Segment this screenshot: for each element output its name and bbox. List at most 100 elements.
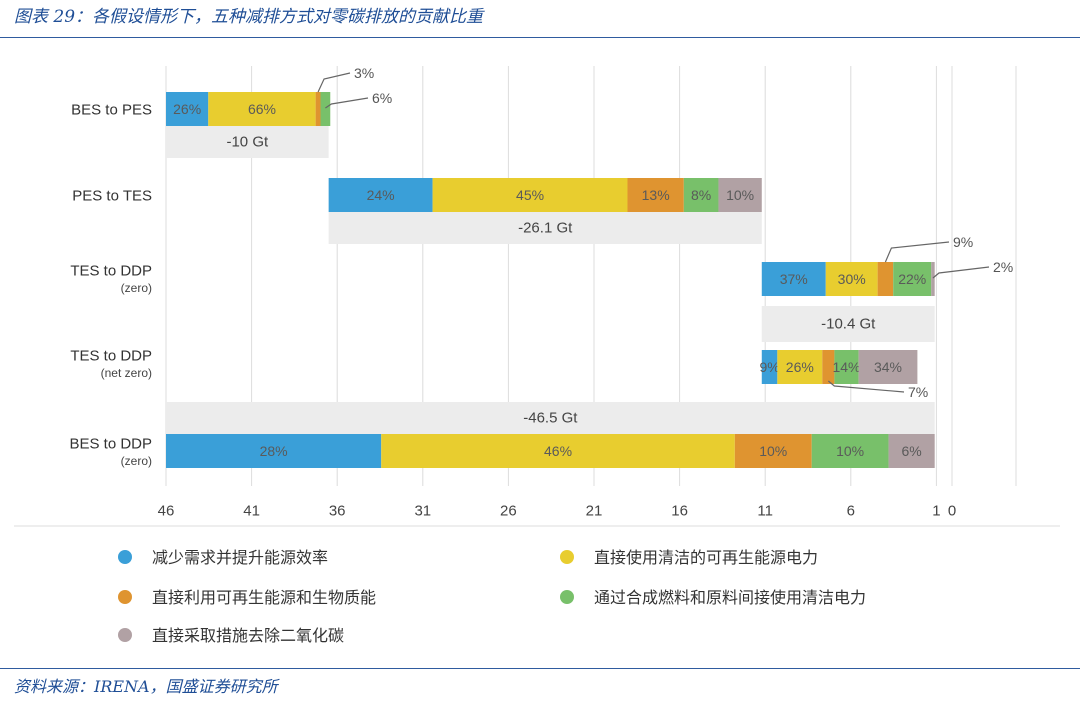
source-rule (0, 668, 1080, 669)
bar-segment-renewable (825, 262, 878, 296)
segment-label: 9% (759, 359, 779, 375)
x-tick-label: 6 (847, 503, 855, 520)
row-label: TES to DDP (70, 348, 152, 365)
bar-segment-renewable (208, 92, 316, 126)
waterfall-chart: 46 41 36 31 26 21 16 11 6 1 0 -10 Gt 26% 66% 3% 6% BES t… (14, 40, 1060, 527)
segment-label: 34% (874, 359, 902, 375)
title-rule (0, 37, 1080, 38)
chart-legend: 减少需求并提升能源效率 直接使用清洁的可再生能源电力 直接利用可再生能源和生物质… (118, 542, 1018, 662)
segment-label: 26% (786, 359, 814, 375)
callout-leader (884, 241, 950, 263)
legend-item-synthetic: 通过合成燃料和原料间接使用清洁电力 (560, 586, 866, 610)
callout-leader (317, 72, 351, 93)
x-tick-label: 26 (500, 503, 517, 520)
segment-label: 14% (832, 359, 860, 375)
segment-label: 45% (516, 187, 544, 203)
x-tick-label: 31 (414, 503, 431, 520)
row-sublabel: (zero) (121, 281, 152, 295)
total-label: -10.4 Gt (821, 316, 876, 333)
total-label: -46.5 Gt (523, 410, 578, 427)
bar-segment-renewable (777, 350, 823, 384)
legend-swatch-synthetic (560, 589, 574, 604)
legend-label: 通过合成燃料和原料间接使用清洁电力 (594, 588, 867, 607)
x-tick-label: 21 (586, 503, 603, 520)
segment-label: 66% (248, 101, 276, 117)
segment-label: 28% (260, 443, 288, 459)
segment-label: 13% (642, 187, 670, 203)
bar-segment-biomass (315, 92, 321, 126)
legend-item-renewable: 直接使用清洁的可再生能源电力 (560, 546, 818, 570)
legend-label: 直接利用可再生能源和生物质能 (152, 588, 377, 607)
segment-label: 10% (726, 187, 754, 203)
callout-leader (932, 266, 990, 279)
bar-segment-ccs (858, 350, 918, 384)
segment-label: 10% (759, 443, 787, 459)
x-tick-label: 16 (671, 503, 688, 520)
bar-segment-synthetic (811, 434, 889, 468)
segment-label: 24% (367, 187, 395, 203)
bar-segment-biomass (877, 262, 894, 296)
x-tick-label: 0 (948, 503, 956, 520)
segment-label: 6% (902, 443, 922, 459)
callout-label: 7% (908, 384, 928, 400)
total-label: -10 Gt (226, 134, 269, 151)
callout-label: 3% (354, 65, 374, 81)
total-band (166, 402, 935, 434)
total-label: -26.1 Gt (518, 220, 573, 237)
segment-label: 37% (780, 271, 808, 287)
total-band (166, 126, 329, 158)
bar-segment-demand (166, 434, 382, 468)
segment-label: 46% (544, 443, 572, 459)
legend-swatch-biomass (118, 589, 132, 604)
segment-label: 26% (173, 101, 201, 117)
bar-segment-ccs (931, 262, 935, 296)
legend-label: 减少需求并提升能源效率 (152, 548, 329, 567)
bar-segment-demand (166, 92, 209, 126)
x-tick-label: 11 (757, 503, 773, 520)
bar-segment-synthetic (320, 92, 331, 126)
legend-swatch-ccs (118, 627, 132, 642)
x-tick-label: 46 (158, 503, 175, 520)
callout-leader (325, 97, 369, 109)
row-label: BES to PES (71, 102, 152, 119)
row-label: PES to TES (72, 188, 152, 205)
callout-leader (827, 380, 905, 393)
segment-label: 8% (691, 187, 711, 203)
figure-title: 图表 29：各假设情形下，五种减排方式对零碳排放的贡献比重 (14, 7, 484, 27)
segment-label: 30% (838, 271, 866, 287)
source-note: 资料来源：IRENA，国盛证券研究所 (14, 677, 278, 696)
row-sublabel: (zero) (121, 454, 152, 468)
total-band (761, 306, 935, 342)
bar-segment-ccs (888, 434, 935, 468)
row-label: TES to DDP (70, 263, 152, 280)
callout-label: 9% (953, 234, 973, 250)
total-band (328, 212, 762, 244)
bar-segment-renewable (381, 434, 735, 468)
bar-segment-biomass (734, 434, 812, 468)
legend-item-demand: 减少需求并提升能源效率 (118, 546, 328, 570)
callout-label: 6% (372, 90, 392, 106)
x-tick-label: 41 (243, 503, 260, 520)
bar-segment-synthetic (893, 262, 932, 296)
bar-segment-biomass (822, 350, 835, 384)
legend-label: 直接使用清洁的可再生能源电力 (594, 548, 819, 567)
row-label: BES to DDP (69, 436, 152, 453)
bar-segment-demand (761, 262, 826, 296)
bar-segment-demand (328, 178, 433, 212)
legend-swatch-demand (118, 549, 132, 564)
segment-label: 22% (898, 271, 926, 287)
legend-item-biomass: 直接利用可再生能源和生物质能 (118, 586, 376, 610)
bar-segment-demand (761, 350, 778, 384)
bar-segment-renewable (432, 178, 628, 212)
bar-segment-synthetic (834, 350, 859, 384)
legend-swatch-renewable (560, 549, 574, 564)
legend-label: 直接采取措施去除二氧化碳 (152, 626, 345, 645)
legend-item-ccs: 直接采取措施去除二氧化碳 (118, 624, 344, 648)
bar-segment-biomass (627, 178, 684, 212)
bar-segment-ccs (718, 178, 762, 212)
segment-label: 10% (836, 443, 864, 459)
row-sublabel: (net zero) (101, 366, 152, 380)
x-tick-label: 36 (329, 503, 346, 520)
bar-segment-synthetic (683, 178, 719, 212)
x-tick-label: 1 (932, 503, 940, 520)
